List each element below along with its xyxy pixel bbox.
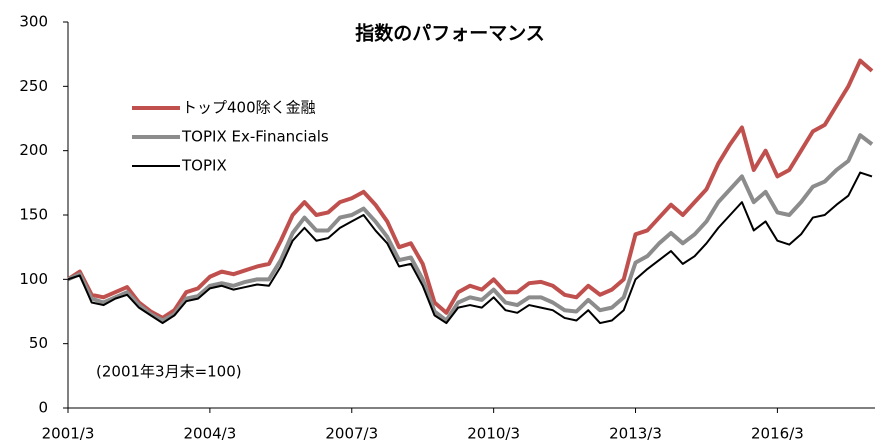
y-tick-label: 0 [38, 399, 48, 417]
x-tick-label: 2007/3 [325, 425, 378, 443]
y-tick-label: 150 [19, 206, 48, 224]
x-tick-label: 2004/3 [183, 425, 236, 443]
x-tick-label: 2001/3 [42, 425, 95, 443]
series-line [66, 58, 874, 320]
legend-label: TOPIX [181, 157, 227, 175]
y-tick-label: 250 [19, 77, 48, 95]
x-tick-label: 2010/3 [467, 425, 520, 443]
y-tick-label: 50 [29, 334, 48, 352]
legend-label: TOPIX Ex-Financials [181, 128, 329, 146]
y-tick-label: 300 [19, 13, 48, 31]
y-tick-label: 200 [19, 141, 48, 159]
annotation: (2001年3月末=100) [96, 363, 242, 381]
x-tick-label: 2013/3 [609, 425, 662, 443]
chart-title: 指数のパフォーマンス [355, 22, 545, 45]
series-line [67, 133, 874, 323]
x-tick-label: 2016/3 [751, 425, 804, 443]
series-line [67, 171, 873, 325]
legend-label: トップ400除く金融 [182, 99, 316, 117]
y-tick-label: 100 [19, 270, 48, 288]
